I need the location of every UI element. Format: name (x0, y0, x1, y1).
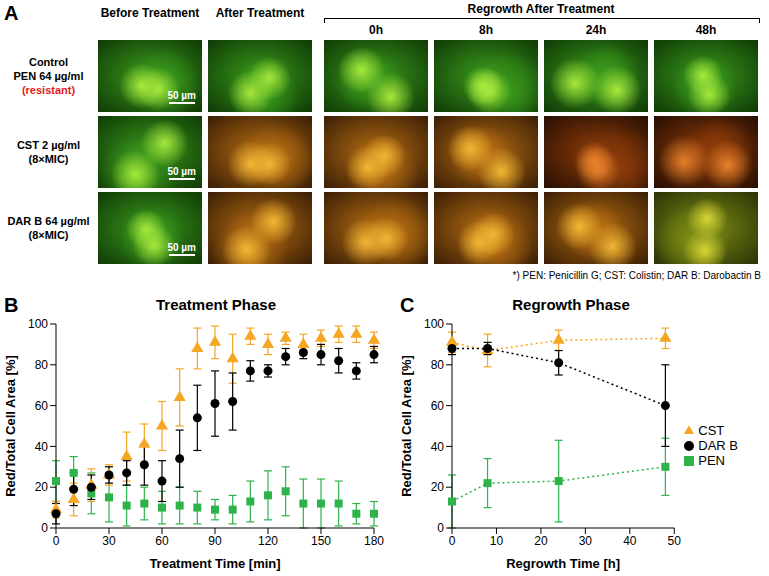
html-text:DAR B: DAR B (698, 437, 738, 453)
html-text:(8×MIC): (8×MIC) (28, 229, 69, 241)
svg-text:30: 30 (579, 534, 593, 548)
html-text:CST: CST (698, 422, 725, 438)
svg-text:Regrowth Time [h]: Regrowth Time [h] (506, 556, 620, 571)
svg-text:40: 40 (35, 440, 49, 454)
svg-text:Red/Total Cell Area [%]: Red/Total Cell Area [%] (3, 355, 18, 497)
html-text:48h: 48h (695, 23, 717, 37)
html-text:0h: 0h (369, 23, 383, 37)
svg-text:0: 0 (449, 534, 456, 548)
html-text:PEN: PEN (698, 452, 725, 468)
html-text:(8×MIC): (8×MIC) (28, 153, 69, 165)
html-text:50 µm: 50 µm (167, 166, 196, 177)
html-text:CST 2 µg/ml: CST 2 µg/ml (16, 139, 81, 151)
html-text:(resistant): (resistant) (21, 84, 76, 96)
svg-text:Red/Total Cell Area [%]: Red/Total Cell Area [%] (399, 355, 414, 497)
svg-text:100: 100 (28, 318, 48, 331)
html-text:Treatment Phase: Treatment Phase (156, 296, 276, 313)
svg-text:90: 90 (208, 534, 222, 548)
html-text:50 µm: 50 µm (167, 242, 196, 253)
html-text:Regrowth Phase: Regrowth Phase (512, 296, 630, 313)
svg-text:120: 120 (258, 534, 278, 548)
html-text:8h: 8h (479, 23, 493, 37)
html-text:C: C (400, 294, 415, 316)
svg-text:60: 60 (155, 534, 169, 548)
svg-text:20: 20 (431, 480, 445, 494)
svg-text:40: 40 (431, 440, 445, 454)
svg-text:80: 80 (431, 358, 445, 372)
html-text:50 µm: 50 µm (167, 90, 196, 101)
svg-text:60: 60 (35, 399, 49, 413)
svg-text:180: 180 (364, 534, 384, 548)
svg-text:50: 50 (668, 534, 682, 548)
html-text:Before Treatment: Before Treatment (100, 6, 200, 20)
svg-text:10: 10 (490, 534, 504, 548)
svg-text:40: 40 (623, 534, 637, 548)
html-text:PEN 64 µg/ml: PEN 64 µg/ml (13, 70, 84, 82)
html-text:*) PEN: Penicillin G; CST: Col: *) PEN: Penicillin G; CST: Colistin; DAR… (512, 270, 761, 281)
html-text:Control: Control (28, 56, 68, 68)
svg-text:Treatment Time [min]: Treatment Time [min] (149, 556, 280, 571)
svg-text:20: 20 (35, 480, 49, 494)
svg-text:30: 30 (102, 534, 116, 548)
svg-text:60: 60 (431, 399, 445, 413)
html-text:A: A (4, 2, 19, 24)
svg-text:0: 0 (437, 521, 444, 535)
html-text:24h: 24h (585, 23, 607, 37)
html-text:B: B (4, 294, 19, 316)
svg-text:0: 0 (53, 534, 60, 548)
svg-text:80: 80 (35, 358, 49, 372)
svg-text:150: 150 (311, 534, 331, 548)
svg-text:100: 100 (424, 318, 444, 331)
svg-text:20: 20 (534, 534, 548, 548)
html-text:After Treatment: After Treatment (215, 6, 305, 20)
html-text:Regrowth After Treatment: Regrowth After Treatment (467, 2, 615, 16)
svg-text:0: 0 (41, 521, 48, 535)
html-text:DAR B 64 µg/ml: DAR B 64 µg/ml (7, 215, 90, 227)
